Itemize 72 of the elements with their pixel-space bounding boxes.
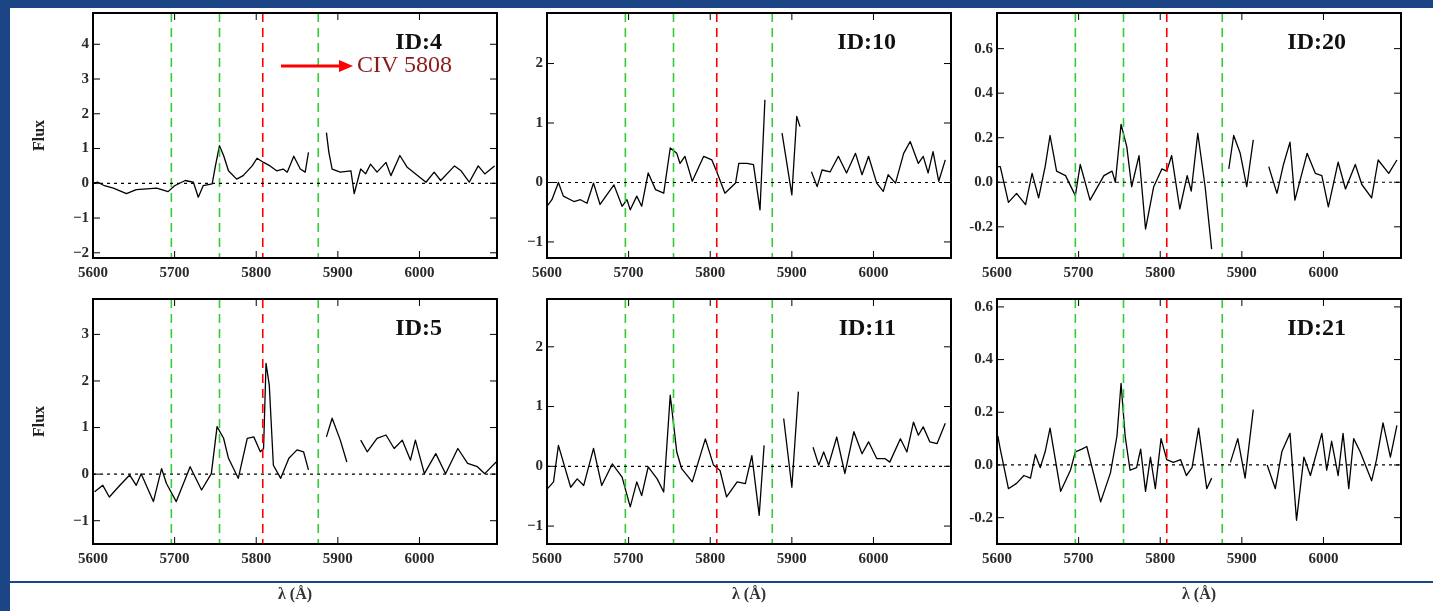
x-tick-label: 5800 xyxy=(695,263,726,280)
x-tick-label: 5700 xyxy=(613,549,644,566)
x-tick-label: 5800 xyxy=(241,549,272,566)
x-tick-label: 5600 xyxy=(532,263,562,280)
y-tick-label: 2 xyxy=(81,371,89,388)
y-tick-label: 1 xyxy=(81,139,89,156)
x-tick-label: 6000 xyxy=(1308,549,1339,566)
x-tick-label: 5900 xyxy=(322,263,353,280)
x-tick-label: 5800 xyxy=(241,263,272,280)
y-tick-label: 3 xyxy=(81,69,89,86)
y-tick-label: 0.4 xyxy=(974,350,994,367)
y-tick-label: 3 xyxy=(81,325,89,342)
x-tick-label: 5700 xyxy=(1063,549,1094,566)
y-tick-label: 0.0 xyxy=(974,455,993,472)
y-tick-label: 4 xyxy=(81,35,90,52)
text: ID:5 xyxy=(395,314,442,340)
x-axis-title: λ (Å) xyxy=(1181,585,1217,603)
y-tick-label: 2 xyxy=(535,54,543,71)
x-tick-label: 6000 xyxy=(1308,263,1339,280)
y-tick-label: −1 xyxy=(526,232,543,249)
x-tick-label: 6000 xyxy=(858,263,889,280)
y-tick-label: 1 xyxy=(535,113,543,130)
text: ID:4 xyxy=(395,28,442,54)
y-tick-label: -0.2 xyxy=(969,217,993,234)
x-tick-label: 6000 xyxy=(858,549,889,566)
x-tick-label: 5600 xyxy=(78,263,108,280)
x-tick-label: 5700 xyxy=(1063,263,1094,280)
y-tick-label: -0.2 xyxy=(969,508,993,525)
y-tick-label: 1 xyxy=(81,418,89,435)
x-tick-label: 5900 xyxy=(776,549,807,566)
y-tick-label: 0.6 xyxy=(974,39,994,56)
y-tick-label: −1 xyxy=(72,511,89,528)
y-tick-label: 1 xyxy=(535,397,543,414)
x-tick-label: 5600 xyxy=(78,549,108,566)
x-tick-label: 6000 xyxy=(404,263,435,280)
y-tick-label: 0.2 xyxy=(974,403,993,420)
annotation: CIV 5808 xyxy=(357,51,452,78)
y-tick-label: −1 xyxy=(72,208,89,225)
y-tick-label: 0.6 xyxy=(974,297,994,314)
y-tick-label: 0 xyxy=(535,173,543,190)
y-tick-label: −2 xyxy=(72,243,89,260)
y-tick-label: 2 xyxy=(535,337,543,354)
x-tick-label: 5800 xyxy=(1145,549,1176,566)
x-axis-title: λ (Å) xyxy=(731,585,767,603)
y-tick-label: 2 xyxy=(81,104,89,121)
x-tick-label: 5900 xyxy=(776,263,807,280)
x-tick-label: 5800 xyxy=(695,549,726,566)
text: ID:10 xyxy=(837,28,896,54)
y-tick-label: 0 xyxy=(81,174,89,191)
x-tick-label: 5700 xyxy=(159,263,190,280)
x-tick-label: 5600 xyxy=(982,549,1012,566)
y-tick-label: 0 xyxy=(81,465,89,482)
text: ID:20 xyxy=(1287,28,1346,54)
y-tick-label: −1 xyxy=(526,516,543,533)
x-tick-label: 5900 xyxy=(1226,549,1257,566)
x-tick-label: 5900 xyxy=(322,549,353,566)
y-axis-title: Flux xyxy=(29,405,47,438)
x-tick-label: 6000 xyxy=(404,549,435,566)
y-tick-label: 0.2 xyxy=(974,128,993,145)
x-axis-title: λ (Å) xyxy=(277,585,313,603)
y-tick-label: 0.0 xyxy=(974,173,993,190)
x-tick-label: 5600 xyxy=(982,263,1012,280)
x-tick-label: 5900 xyxy=(1226,263,1257,280)
x-tick-label: 5800 xyxy=(1145,263,1176,280)
y-axis-title: Flux xyxy=(29,119,47,152)
x-tick-label: 5600 xyxy=(532,549,562,566)
x-tick-label: 5700 xyxy=(613,263,644,280)
y-tick-label: 0.4 xyxy=(974,84,994,101)
text: ID:21 xyxy=(1287,314,1346,340)
y-tick-label: 0 xyxy=(535,457,543,474)
text: ID:11 xyxy=(838,314,896,340)
x-tick-label: 5700 xyxy=(159,549,190,566)
